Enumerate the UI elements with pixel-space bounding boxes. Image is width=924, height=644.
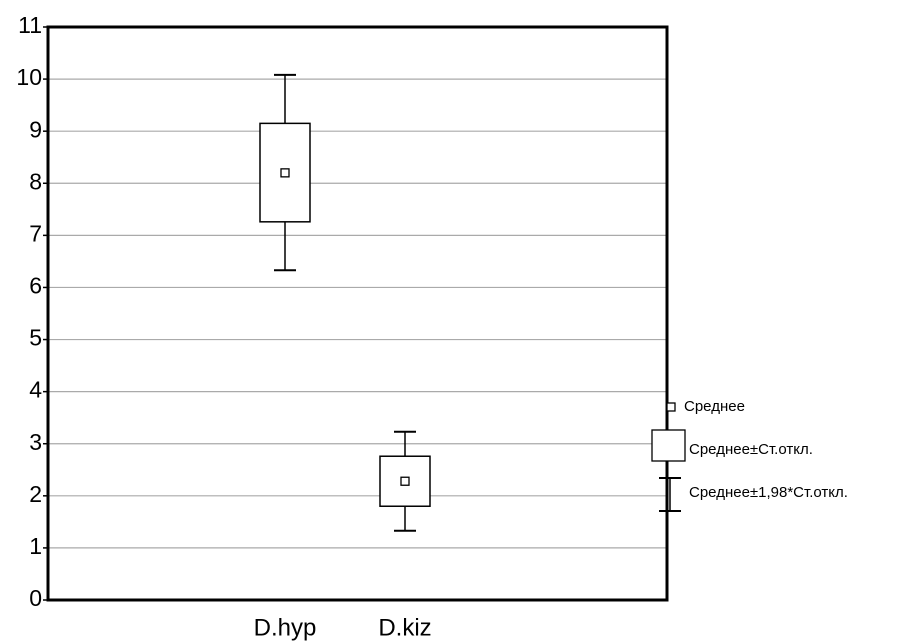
x-tick-label: D.hyp — [254, 614, 317, 641]
y-tick-label: 5 — [29, 325, 42, 351]
y-tick-label: 9 — [29, 116, 42, 142]
y-tick-label: 4 — [29, 377, 42, 403]
y-tick-label: 6 — [29, 273, 42, 299]
y-tick-label: 1 — [29, 533, 42, 559]
plot-frame — [46, 25, 669, 602]
y-tick-label: 0 — [29, 585, 42, 611]
legend-label: Среднее — [684, 398, 745, 415]
mean-marker — [280, 168, 290, 178]
y-tick-label: 3 — [29, 429, 42, 455]
x-tick-label: D.kiz — [378, 614, 431, 641]
mean-marker — [400, 476, 410, 486]
y-tick-label: 8 — [29, 168, 42, 194]
legend-box-icon — [651, 429, 686, 462]
legend-label: Среднее±Ст.откл. — [689, 441, 813, 458]
legend-label: Среднее±1,98*Ст.откл. — [689, 484, 848, 501]
y-tick-label: 11 — [18, 12, 42, 38]
y-tick-label: 2 — [29, 481, 42, 507]
y-tick-label: 7 — [29, 220, 42, 246]
y-tick-label: 10 — [16, 64, 42, 90]
legend-mean-icon — [666, 402, 676, 412]
